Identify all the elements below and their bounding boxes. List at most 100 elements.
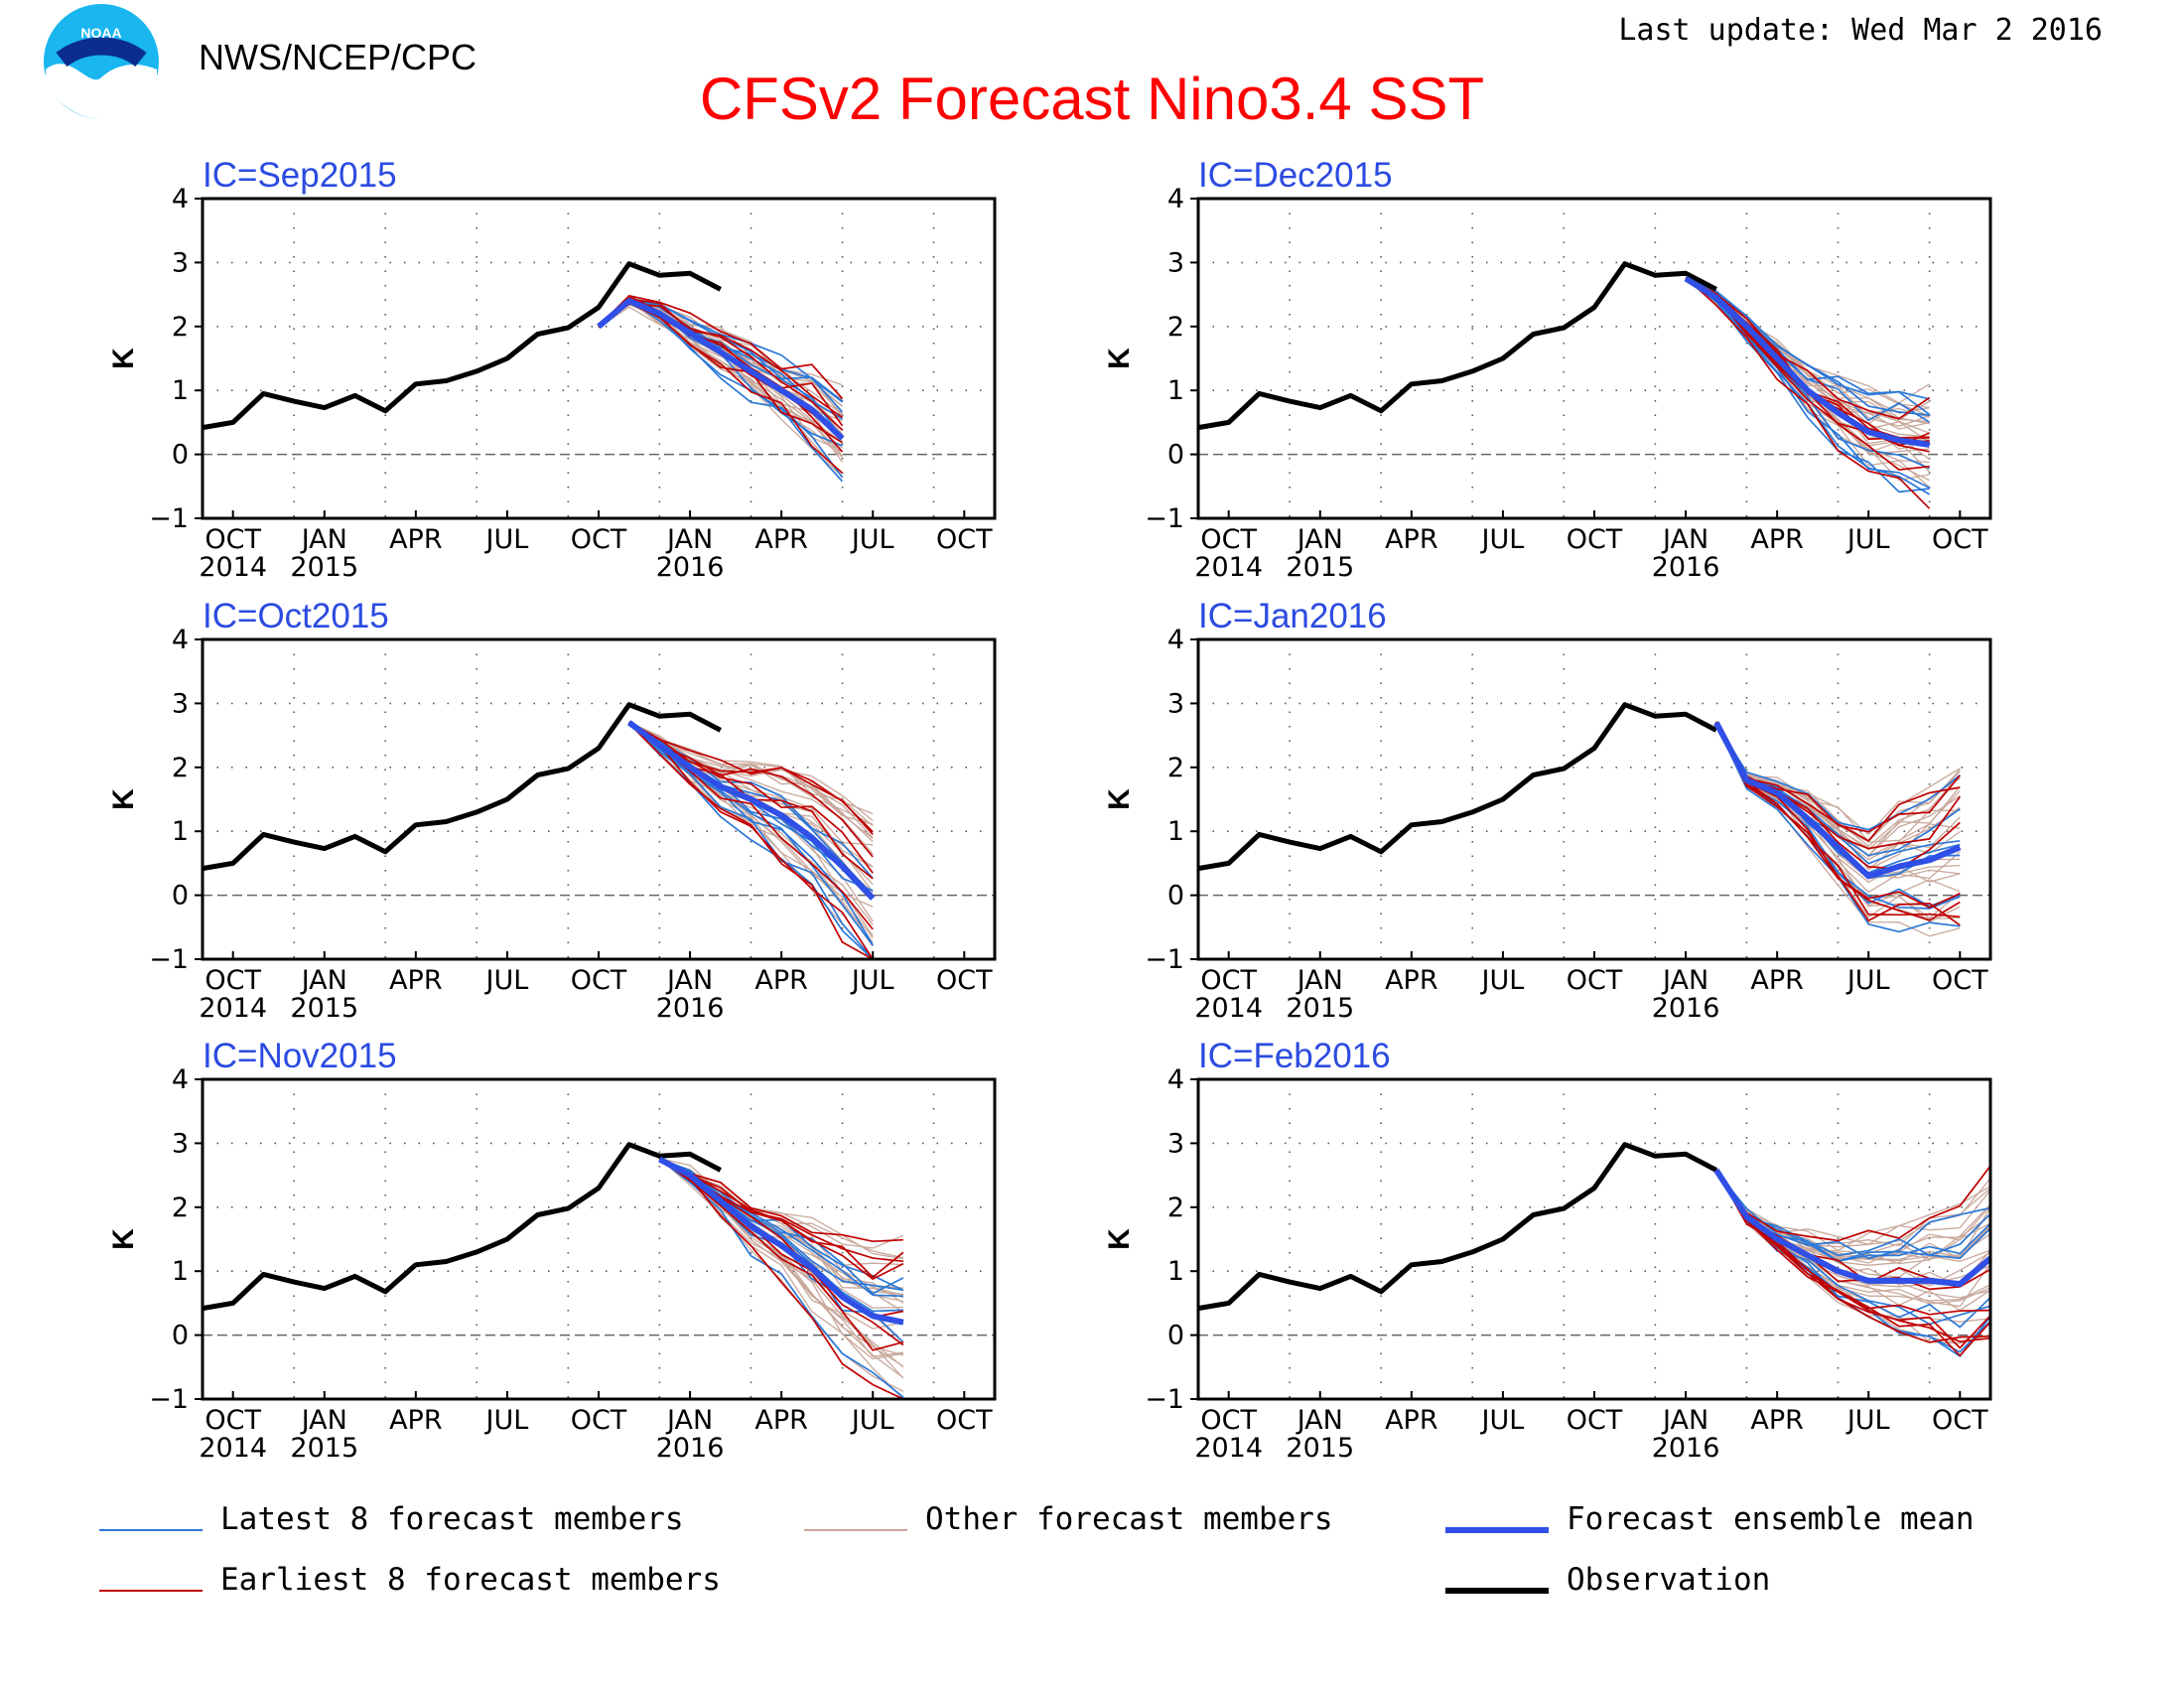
x-tick-year-label: 2014 <box>199 1433 267 1464</box>
y-axis-label: K <box>1103 788 1136 810</box>
x-tick-year-label: 2014 <box>1194 993 1263 1024</box>
x-tick-label: APR <box>754 1405 808 1436</box>
x-tick-year-label: 2015 <box>1286 993 1354 1024</box>
plot-frame <box>201 637 997 961</box>
other-member-line <box>658 1158 904 1392</box>
plot-frame <box>201 197 997 520</box>
y-tick-label: 1 <box>1167 1256 1184 1287</box>
x-tick-label: JUL <box>1480 1405 1525 1436</box>
earliest-member-line <box>1685 276 1931 509</box>
legend-earliest-label: Earliest 8 forecast members <box>220 1562 721 1598</box>
x-tick-label: OCT <box>205 524 261 555</box>
earliest-member-line <box>658 1158 904 1351</box>
x-tick-label: JAN <box>665 524 713 555</box>
observation-line <box>1197 261 1717 431</box>
earliest-member-line <box>598 298 844 475</box>
noaa-logo-text: NOAA <box>80 25 121 41</box>
y-tick-label: 0 <box>1167 1321 1184 1351</box>
x-tick-label: JUL <box>484 1405 529 1436</box>
x-tick-label: APR <box>389 524 443 555</box>
y-tick-label: −1 <box>149 1384 189 1415</box>
observation-line <box>202 702 722 872</box>
x-tick-label: JUL <box>1845 524 1890 555</box>
panel-title: IC=Jan2016 <box>1198 597 1387 635</box>
y-tick-label: 1 <box>1167 375 1184 406</box>
x-tick-year-label: 2015 <box>290 552 358 583</box>
observation-line <box>202 261 722 431</box>
x-tick-label: JUL <box>850 524 894 555</box>
x-tick-year-label: 2014 <box>199 993 267 1024</box>
y-tick-label: 4 <box>1167 184 1184 214</box>
x-tick-label: JAN <box>1296 1405 1343 1436</box>
x-tick-label: OCT <box>205 1405 261 1436</box>
x-tick-label: APR <box>389 1405 443 1436</box>
chart-title: CFSv2 Forecast Nino3.4 SST <box>700 66 1484 132</box>
x-tick-label: JUL <box>484 524 529 555</box>
x-tick-label: OCT <box>1932 965 1988 996</box>
org-label: NWS/NCEP/CPC <box>199 37 477 77</box>
panel-title: IC=Sep2015 <box>203 156 397 195</box>
last-update: Last update: Wed Mar 2 2016 <box>1618 13 2103 48</box>
x-tick-label: OCT <box>571 965 627 996</box>
earliest-member-line <box>628 721 874 835</box>
x-tick-year-label: 2016 <box>656 552 725 583</box>
x-tick-label: OCT <box>205 965 261 996</box>
y-tick-label: 2 <box>172 1193 189 1223</box>
y-tick-label: 1 <box>1167 816 1184 847</box>
x-tick-year-label: 2015 <box>290 993 358 1024</box>
panel-title: IC=Nov2015 <box>203 1037 397 1075</box>
ensemble-mean-line <box>626 720 876 901</box>
x-tick-label: JUL <box>1845 965 1890 996</box>
other-member-line <box>598 297 843 419</box>
x-tick-label: JUL <box>1480 965 1525 996</box>
y-axis-label: K <box>107 348 140 369</box>
y-tick-label: 0 <box>172 1321 189 1351</box>
earliest-member-line <box>628 722 874 960</box>
x-tick-label: APR <box>1385 965 1438 996</box>
x-tick-label: OCT <box>936 1405 993 1436</box>
other-member-line <box>659 1159 904 1379</box>
panel-title: IC=Oct2015 <box>203 597 389 635</box>
latest-member-line <box>1715 1170 1991 1257</box>
x-tick-label: JAN <box>1661 524 1708 555</box>
x-tick-label: APR <box>1385 1405 1438 1436</box>
earliest-member-line <box>1715 721 1961 918</box>
plot-frame <box>201 1077 997 1401</box>
x-tick-label: OCT <box>571 524 627 555</box>
x-tick-label: OCT <box>571 1405 627 1436</box>
y-tick-label: 0 <box>1167 881 1184 912</box>
y-tick-label: 3 <box>1167 688 1184 719</box>
x-tick-label: APR <box>754 965 808 996</box>
x-tick-year-label: 2016 <box>1652 1433 1720 1464</box>
x-tick-label: OCT <box>936 965 993 996</box>
ensemble-mean-line <box>658 1156 904 1326</box>
y-tick-label: 4 <box>172 625 189 655</box>
x-tick-label: JAN <box>1661 1405 1708 1436</box>
x-tick-label: JUL <box>850 965 894 996</box>
y-axis-label: K <box>107 1228 140 1250</box>
y-tick-label: 4 <box>1167 625 1184 655</box>
latest-member-line <box>1715 721 1961 910</box>
x-tick-label: OCT <box>1567 1405 1623 1436</box>
x-tick-label: JAN <box>300 524 347 555</box>
y-tick-label: 0 <box>172 440 189 471</box>
x-tick-label: OCT <box>1932 524 1988 555</box>
ensemble-mean-line <box>1684 275 1931 448</box>
earliest-member-line <box>1715 721 1961 926</box>
plot-frame <box>1196 197 1992 520</box>
y-tick-label: 2 <box>1167 312 1184 343</box>
y-tick-label: 2 <box>1167 753 1184 783</box>
x-tick-label: APR <box>1385 524 1438 555</box>
earliest-member-line <box>1715 1165 1991 1242</box>
y-tick-label: 0 <box>172 881 189 912</box>
x-tick-label: APR <box>1750 1405 1804 1436</box>
y-axis-label: K <box>1103 1228 1136 1250</box>
